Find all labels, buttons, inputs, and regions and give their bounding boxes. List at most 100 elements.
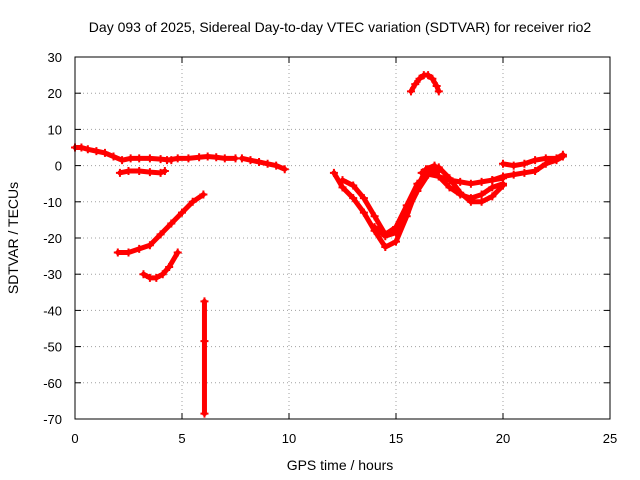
data-point [558,150,567,159]
data-point [329,168,338,177]
data-point [415,74,424,83]
data-point [520,159,529,168]
series-arc-2 [163,152,240,165]
data-point [531,156,540,165]
data-point [477,197,486,206]
data-point [156,155,165,164]
y-axis-label: SDTVAR / TECUs [5,182,21,294]
data-point [139,270,148,279]
data-point [184,154,193,163]
data-point [541,154,550,163]
data-point [200,297,209,306]
data-point [100,148,109,157]
data-point [338,183,347,192]
data-point [92,147,101,156]
data-point [220,154,229,163]
data-point [359,194,368,203]
data-point [124,248,133,257]
data-point [113,248,122,257]
data-point [392,237,400,246]
data-point [370,223,379,232]
data-point [370,212,379,221]
series-arc-14 [406,71,443,96]
data-point [406,87,415,96]
y-tick-label: -70 [43,412,62,427]
data-point [509,161,518,170]
data-point [349,181,358,190]
data-point [359,208,368,217]
data-point [195,153,204,162]
data-point [424,71,433,80]
data-point [156,230,165,239]
data-point [349,194,358,203]
y-tick-label: -20 [43,231,62,246]
data-point [445,183,454,192]
data-point [135,167,144,176]
axis-ticks: 0 5 10 15 20 25 -70 -60 -50 -40 -30 -20 -10 0 10 20 30 [43,50,617,446]
data-point [118,156,127,165]
data-point [263,159,272,168]
data-point [200,337,209,346]
series-arc-13 [499,150,567,170]
series-arc-1 [71,143,176,165]
data-point [417,168,426,177]
data-point [160,167,169,176]
data-point [411,80,420,89]
data-point [280,165,289,174]
data-point [509,170,518,179]
chart-title: Day 093 of 2025, Sidereal Day-to-day VTE… [89,19,592,35]
data-point [173,154,182,163]
data-point [212,153,221,162]
data-point [145,154,154,163]
data-point [488,192,497,201]
data-point [466,194,475,203]
data-point [477,177,486,186]
data-point [434,87,443,96]
data-point [456,190,465,199]
data-point [109,152,118,161]
data-point [135,154,144,163]
data-point [165,262,174,271]
x-tick-label: 10 [282,431,296,446]
data-point [445,176,454,185]
data-point [488,176,497,185]
data-point [199,190,208,199]
y-tick-label: 20 [48,86,62,101]
data-series [71,71,567,418]
x-tick-label: 25 [603,431,617,446]
y-tick-label: -50 [43,340,62,355]
data-point [392,228,400,237]
data-point [499,172,507,181]
x-tick-label: 5 [178,431,185,446]
series-arc-4 [115,167,169,177]
data-point [428,74,437,83]
y-tick-label: 30 [48,50,62,65]
y-tick-label: -30 [43,267,62,282]
data-point [552,154,561,163]
series-line [115,192,206,255]
data-point [152,273,161,282]
series-arc-6 [139,248,182,282]
data-point [83,145,92,154]
x-tick-label: 20 [496,431,510,446]
x-tick-label: 15 [389,431,403,446]
data-point [188,197,197,206]
data-point [163,156,172,165]
data-point [145,241,154,250]
data-point [531,167,540,176]
data-point [135,244,144,253]
y-tick-label: -60 [43,376,62,391]
data-point [520,168,529,177]
y-tick-label: -10 [43,195,62,210]
y-tick-label: 10 [48,122,62,137]
data-point [158,270,167,279]
data-point [381,243,390,252]
data-point [434,163,443,172]
x-axis-label: GPS time / hours [287,457,394,473]
data-point [246,156,255,165]
data-point [126,154,135,163]
x-tick-label: 0 [71,431,78,446]
data-point [272,161,281,170]
data-point [178,208,186,217]
